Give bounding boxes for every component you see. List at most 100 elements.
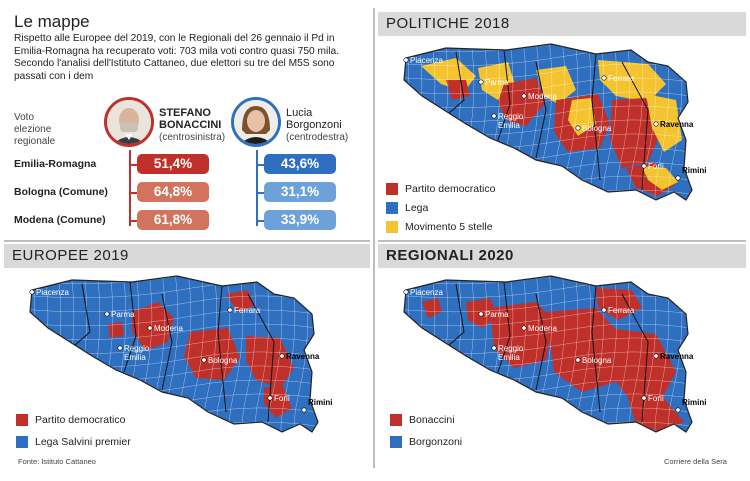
province-border (621, 293, 649, 423)
city-label: Parma (485, 310, 509, 319)
city-marker (478, 79, 484, 85)
city-marker (521, 325, 527, 331)
credit-note: Corriere della Sera (664, 457, 727, 466)
province-border (591, 53, 601, 181)
municipality-area (498, 78, 546, 126)
province-border (161, 293, 173, 391)
legend-europee-1: Lega Salvini premier (16, 436, 131, 448)
vote-label: Voto elezione regionale (14, 112, 56, 147)
city-label: Parma (485, 78, 509, 87)
bonaccini-name-1: STEFANO (159, 107, 211, 119)
legend-swatch (16, 436, 28, 448)
province-border (535, 293, 547, 391)
borgonzoni-avatar (231, 97, 281, 147)
municipality-area (490, 302, 554, 368)
city-marker (521, 93, 527, 99)
municipal-border (602, 44, 619, 200)
city-marker (403, 57, 409, 63)
bonaccini-name-2: BONACCINI (159, 119, 222, 131)
municipal-border (176, 276, 193, 432)
legend-swatch (386, 221, 398, 233)
city-label: Emilia (124, 353, 146, 362)
municipal-border (628, 44, 645, 200)
city-label: Bologna (582, 124, 612, 133)
horizontal-divider-right (378, 240, 746, 242)
province-border (621, 61, 649, 191)
conn-blue-1 (256, 164, 266, 166)
municipal-border (563, 276, 580, 432)
province-border (591, 285, 601, 413)
city-marker (675, 407, 681, 413)
conn-red-2 (129, 192, 139, 194)
province-border (217, 285, 227, 413)
municipal-border (280, 276, 297, 432)
municipality-area (226, 290, 254, 312)
city-marker (301, 407, 307, 413)
municipality-area (546, 308, 618, 392)
municipal-border (589, 44, 606, 200)
municipality-area (132, 302, 174, 350)
row-label-modena: Modena (Comune) (14, 214, 106, 226)
city-label: Ferrara (234, 306, 261, 315)
municipal-border (550, 44, 567, 200)
legend-label: Partito democratico (405, 183, 496, 195)
municipal-border (654, 276, 671, 432)
municipality-area (536, 66, 576, 104)
city-label: Reggio (498, 344, 524, 353)
city-label: Modena (154, 324, 183, 333)
info-panel: Le mappe Rispetto alle Europee del 2019,… (8, 8, 368, 238)
municipal-border (404, 276, 411, 432)
bonaccini-avatar (104, 97, 154, 147)
city-label: Ferrara (608, 306, 635, 315)
borgonzoni-bologna: 31,1% (264, 182, 336, 202)
map-header-regionali: REGIONALI 2020 (378, 244, 746, 268)
city-marker (227, 307, 233, 313)
municipal-border (537, 44, 554, 200)
province-border (535, 61, 547, 159)
region-base (30, 276, 318, 432)
legend-label: Lega (405, 202, 429, 214)
municipal-border (615, 44, 632, 200)
conn-red-3 (129, 220, 139, 222)
municipality-area (642, 166, 678, 190)
region-outline (29, 275, 319, 433)
city-label: Reggio (124, 344, 150, 353)
city-label: Forlì (648, 162, 664, 171)
city-label: Ravenna (660, 352, 694, 361)
city-label: Ravenna (286, 352, 320, 361)
municipal-border (163, 276, 180, 432)
municipal-border (254, 276, 271, 432)
municipal-border (241, 276, 258, 432)
city-marker (575, 357, 581, 363)
source-note: Fonte: Istituto Cattaneo (18, 457, 96, 466)
map-header-europee: EUROPEE 2019 (4, 244, 370, 268)
city-marker (641, 163, 647, 169)
province-border (447, 283, 465, 347)
province-border (497, 281, 511, 373)
intro-text: Rispetto alle Europee del 2019, con le R… (14, 33, 340, 82)
legend-europee-0: Partito democratico (16, 414, 125, 426)
city-label: Bologna (208, 356, 238, 365)
region-outline (403, 275, 693, 433)
legend-label: Borgonzoni (409, 436, 463, 448)
city-label: Piacenza (410, 56, 443, 65)
row-label-bologna: Bologna (Comune) (14, 186, 108, 198)
legend-label: Lega Salvini premier (35, 436, 131, 448)
city-marker (653, 353, 659, 359)
map-panel-regionali: REGIONALI 2020 Piacenza Parma Modena Reggio… (378, 244, 746, 468)
city-label: Parma (111, 310, 135, 319)
map-panel-europee: EUROPEE 2019 Piacenza Parma Modena Reggio Em… (4, 244, 370, 468)
legend-label: Movimento 5 stelle (405, 221, 493, 233)
municipal-border (189, 276, 206, 432)
legend-politiche-1: Lega (386, 202, 428, 214)
legend-label: Partito democratico (35, 414, 126, 426)
borgonzoni-modena: 33,9% (264, 210, 336, 230)
region-outline (403, 43, 693, 201)
borgonzoni-connector (256, 150, 258, 226)
municipal-border (576, 44, 593, 200)
city-marker (279, 353, 285, 359)
municipal-border (641, 276, 658, 432)
city-marker (641, 395, 647, 401)
